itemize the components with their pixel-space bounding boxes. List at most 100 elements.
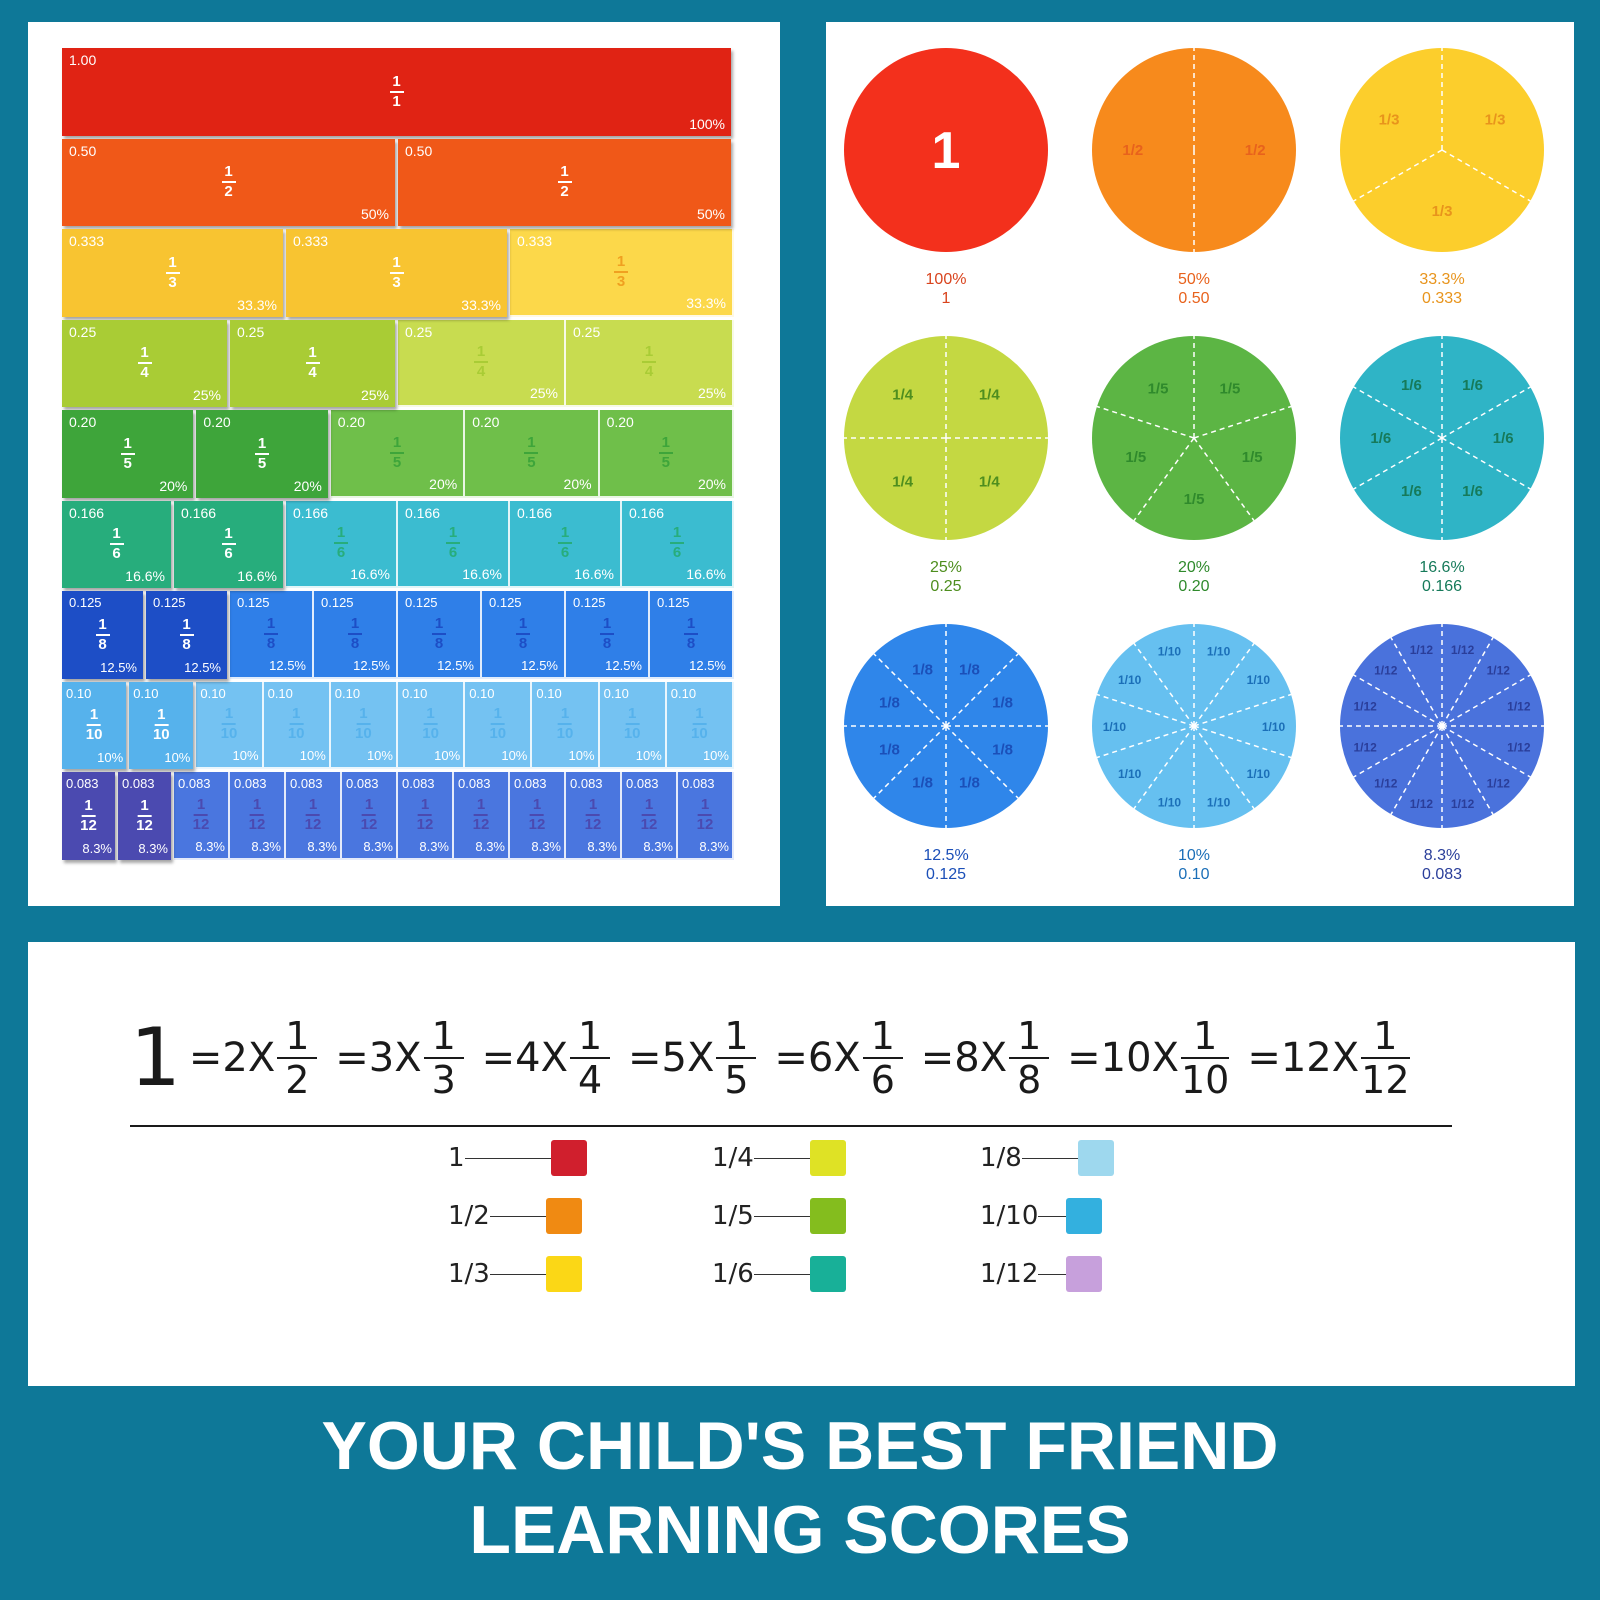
fraction-tile: 0.333 1 3 33.3%	[510, 229, 734, 317]
tile-fraction-bar	[95, 633, 110, 636]
tile-decimal: 0.125	[489, 595, 522, 610]
slice-divider	[1353, 437, 1443, 490]
tile-fraction: 1 10	[624, 706, 641, 742]
legend-item: 1/10	[980, 1198, 1103, 1234]
tile-decimal: 0.20	[69, 414, 97, 430]
fraction-circle-graphic: 1/5 1/5 1/5 1/5 1/5	[1092, 336, 1296, 540]
fraction-tile: 0.166 1 6 16.6%	[510, 500, 622, 588]
tile-numerator: 1	[157, 706, 166, 724]
tile-denominator: 8	[350, 634, 360, 652]
tile-denominator: 6	[336, 544, 346, 562]
term-prefix: =8X	[920, 1035, 1008, 1081]
tile-percent: 33.3%	[461, 296, 501, 313]
tile-fraction: 1 10	[557, 706, 574, 742]
slice-label: 1/12	[1487, 776, 1511, 790]
legend-label: 1/8	[980, 1143, 1022, 1173]
tile-denominator: 5	[392, 453, 402, 471]
tile-numerator: 1	[434, 614, 444, 632]
legend-item: 1/4	[712, 1140, 846, 1176]
tile-denominator: 8	[182, 635, 191, 653]
tile-decimal: 0.25	[573, 323, 601, 340]
circle-decimal: 1	[941, 290, 951, 307]
tile-decimal: 0.333	[293, 233, 329, 249]
slice-label: 1/6	[1401, 377, 1422, 394]
fraction-tile: 0.125 1 8 12.5%	[314, 591, 398, 679]
tile-numerator: 1	[420, 795, 430, 813]
legend-swatch	[809, 1256, 846, 1292]
fraction-tile: 1.00 1 1 100%	[62, 48, 731, 136]
tile-fraction: 1 10	[153, 707, 170, 743]
slice-label: 1/12	[1353, 741, 1377, 755]
tile-percent: 10%	[366, 748, 393, 763]
tile-numerator: 1	[426, 705, 435, 723]
tile-denominator: 8	[602, 634, 612, 652]
slice-label: 1/6	[1493, 430, 1514, 447]
tile-fraction-bar	[81, 814, 96, 817]
tile-denominator: 2	[560, 183, 569, 201]
tile-percent: 33.3%	[686, 294, 726, 311]
tile-decimal: 0.20	[337, 414, 366, 430]
legend-label: 1/6	[712, 1259, 754, 1289]
circle-decimal: 0.10	[1178, 866, 1210, 883]
tile-percent: 8.3%	[195, 838, 225, 854]
tile-fraction-bar	[557, 181, 572, 184]
tile-percent: 50%	[360, 206, 389, 222]
tile-numerator: 1	[224, 705, 234, 723]
fraction-tile: 0.083 1 12 8.3%	[510, 772, 566, 860]
equation-term: =5X 1 5	[628, 1015, 757, 1101]
fraction-tile: 0.20 1 5 20%	[62, 410, 194, 498]
slice-divider	[1193, 725, 1255, 809]
tile-decimal: 0.20	[472, 414, 500, 430]
fraction-circle-caption: 16.6% 0.166	[1322, 558, 1562, 596]
fraction-tile: 0.333 1 3 33.3%	[62, 229, 283, 317]
tile-denominator: 4	[476, 363, 486, 381]
fraction-tile: 0.166 1 6 16.6%	[286, 500, 398, 588]
slice-label: 1/8	[912, 661, 933, 678]
fraction-circle: 1/8 1/8 1/8 1/8 1/8 1/8 1/8 1/8 12.5% 0.125	[826, 610, 1066, 900]
tile-percent: 33.3%	[237, 296, 277, 313]
tile-percent: 12.5%	[605, 657, 642, 673]
tile-decimal: 0.083	[346, 776, 379, 791]
slice-label: 1/10	[1247, 673, 1271, 687]
fraction-tile: 0.25 1 4 25%	[566, 319, 734, 407]
circle-decimal: 0.083	[1421, 866, 1463, 883]
tile-percent: 8.3%	[138, 840, 168, 856]
slice-label: 1	[932, 122, 961, 180]
fraction-circle: 1 100% 1	[826, 34, 1066, 324]
fraction-tile: 0.25 1 4 25%	[230, 319, 395, 407]
tile-fraction-bar	[334, 542, 348, 545]
tile-fraction-bar	[179, 633, 194, 636]
tile-numerator: 1	[518, 614, 528, 632]
fraction-circle: 1/6 1/6 1/6 1/6 1/6 1/6 16.6% 0.166	[1322, 322, 1562, 612]
slice-divider	[1133, 437, 1195, 521]
tile-fraction-bar	[446, 542, 460, 545]
tile-numerator: 1	[196, 795, 206, 813]
term-numerator: 1	[577, 1014, 603, 1058]
slice-label: 1/4	[979, 473, 1001, 490]
tile-denominator: 3	[168, 273, 177, 291]
tile-numerator: 1	[112, 525, 121, 543]
tile-numerator: 1	[336, 524, 346, 542]
tile-denominator: 5	[661, 453, 670, 471]
tile-numerator: 1	[644, 795, 654, 813]
headline-line-1: YOUR CHILD'S BEST FRIEND	[321, 1408, 1279, 1484]
slice-label: 1/8	[992, 741, 1013, 758]
legend-swatch	[1077, 1140, 1114, 1176]
slice-label: 1/8	[912, 775, 933, 792]
term-denominator: 6	[870, 1058, 895, 1102]
circle-percent: 12.5%	[923, 847, 969, 864]
circle-decimal: 0.125	[925, 866, 967, 883]
tile-percent: 10%	[434, 748, 461, 763]
tile-fraction-bar	[432, 632, 446, 635]
fraction-tile: 0.083 1 12 8.3%	[454, 772, 510, 860]
tile-percent: 20%	[293, 477, 322, 494]
fraction-tile: 0.083 1 12 8.3%	[230, 772, 286, 860]
slice-divider	[1441, 149, 1531, 202]
equation-term: =8X 1 8	[920, 1015, 1050, 1101]
tile-percent: 50%	[696, 206, 725, 222]
